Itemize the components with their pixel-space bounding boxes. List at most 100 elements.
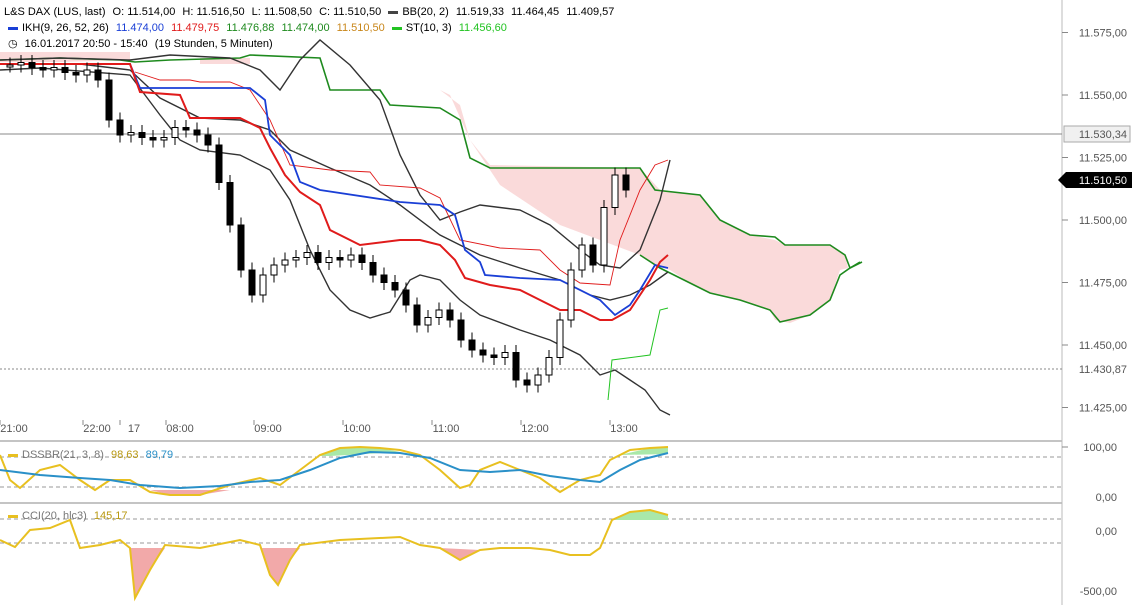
ikh-v3: 11.476,88 xyxy=(226,22,275,34)
time-tick-label: 21:00 xyxy=(0,423,28,435)
time-tick-label: 08:00 xyxy=(166,423,194,435)
candle-body xyxy=(237,224,245,271)
candle-body xyxy=(138,132,146,138)
candle-body xyxy=(325,257,333,263)
chikou-span-line xyxy=(134,71,669,286)
candle-body xyxy=(424,317,432,326)
dssbr-overbought-fill xyxy=(320,448,400,456)
legend-row-1: L&S DAX (LUS, last) O: 11.514,00 H: 11.5… xyxy=(4,6,618,19)
high-marker-label: 11.530,34 xyxy=(1079,129,1127,141)
candle-body xyxy=(61,67,69,73)
high-value: H: 11.516,50 xyxy=(182,6,245,18)
candle-body xyxy=(413,304,421,326)
last-marker-label: 11.510,50 xyxy=(1079,175,1127,187)
legend-row-3: ◷ 16.01.2017 20:50 - 15:40 (19 Stunden, … xyxy=(8,38,277,51)
candle-body xyxy=(6,64,14,68)
clock-icon: ◷ xyxy=(8,38,18,50)
candle-body xyxy=(391,282,399,291)
st-name: ST(10, 3) xyxy=(405,22,452,34)
candle-body xyxy=(336,257,344,261)
candle-body xyxy=(545,357,553,376)
ichimoku-cloud xyxy=(440,90,848,323)
candle-body xyxy=(611,174,619,208)
candle-body xyxy=(94,69,102,81)
price-tick-label: 11.450,00 xyxy=(1079,340,1127,352)
candle-body xyxy=(622,174,630,191)
candle-body xyxy=(380,274,388,283)
cci-legend: CCI(20, hlc3) 145,17 xyxy=(8,510,132,523)
time-tick-label: 11:00 xyxy=(433,423,460,435)
candle-body xyxy=(149,137,157,141)
candle-body xyxy=(479,349,487,356)
candle-body xyxy=(512,352,520,381)
price-tick-label: 11.425,00 xyxy=(1079,403,1127,415)
candle-body xyxy=(314,252,322,263)
candle-body xyxy=(446,309,454,321)
price-tick-label: 11.475,00 xyxy=(1079,278,1127,290)
candle-body xyxy=(193,129,201,136)
ikh-kijun-line xyxy=(0,63,669,317)
dssbr-signal-line xyxy=(0,450,669,490)
candle-body xyxy=(204,134,212,146)
low-marker-label: 11.430,87 xyxy=(1079,364,1127,376)
candle-body xyxy=(457,319,465,341)
price-tick-label: 11.500,00 xyxy=(1079,215,1127,227)
senkou-span-a-line xyxy=(0,54,861,270)
candle-body xyxy=(270,264,278,276)
last-marker-box xyxy=(1058,172,1132,188)
candle-body xyxy=(116,119,124,136)
bb-middle-band xyxy=(0,63,669,301)
st-v1: 11.456,60 xyxy=(458,22,507,34)
dssbr-overbought-fill xyxy=(620,447,668,455)
candle-body xyxy=(589,244,597,266)
candle-body xyxy=(600,207,608,266)
time-tick-label: 17 xyxy=(128,423,140,435)
ikh-v1: 11.474,00 xyxy=(115,22,165,34)
time-tick-label: 09:00 xyxy=(254,423,282,435)
time-tick-label: 10:00 xyxy=(343,423,371,435)
dssbr-name: DSSBR(21, 3, 8) xyxy=(22,449,104,461)
time-tick-label: 13:00 xyxy=(610,423,638,435)
cci-name: CCI(20, hlc3) xyxy=(22,510,87,522)
candle-body xyxy=(50,67,58,71)
candle-body xyxy=(215,144,223,183)
bb-v2: 11.464,45 xyxy=(511,6,560,18)
dssbr-v1: 98,63 xyxy=(110,449,139,461)
candle-body xyxy=(534,374,542,386)
candle-body xyxy=(523,379,531,386)
cci-negative-fill xyxy=(440,548,480,560)
candle-body xyxy=(160,137,168,141)
dssbr-legend: DSSBR(21, 3, 8) 98,63 89,79 xyxy=(8,449,177,462)
dssbr-line xyxy=(0,445,669,496)
ikh-v5: 11.510,50 xyxy=(336,22,385,34)
legend-row-2: IKH(9, 26, 52, 26) 11.474,00 11.479,75 1… xyxy=(8,22,511,35)
bb-v3: 11.409,57 xyxy=(566,6,615,18)
candle-body xyxy=(259,274,267,296)
candle-body xyxy=(303,252,311,258)
candle-body xyxy=(501,352,509,358)
cci-tick-label: 0,00 xyxy=(1096,526,1117,538)
candle-body xyxy=(226,182,234,226)
dssbr-v2: 89,79 xyxy=(145,449,174,461)
time-tick-label: 12:00 xyxy=(521,423,549,435)
candle-body xyxy=(39,67,47,71)
candle-body xyxy=(435,309,443,318)
cci-positive-fill xyxy=(612,510,668,520)
candle-body xyxy=(468,339,476,351)
ikh-name: IKH(9, 26, 52, 26) xyxy=(22,22,109,34)
duration-text: (19 Stunden, 5 Minuten) xyxy=(154,38,273,50)
candle-body xyxy=(171,127,179,138)
supertrend-line xyxy=(607,307,669,401)
cci-v1: 145,17 xyxy=(93,510,128,522)
candle-body xyxy=(248,269,256,296)
chart-title: L&S DAX (LUS, last) xyxy=(4,6,106,18)
dssbr-tick-label: 0,00 xyxy=(1096,492,1117,504)
close-value: C: 11.510,50 xyxy=(319,6,382,18)
candle-body xyxy=(556,319,564,358)
candle-body xyxy=(578,244,586,271)
candle-body xyxy=(105,79,113,121)
cci-line xyxy=(0,508,669,602)
candle-body xyxy=(567,269,575,321)
candle-body xyxy=(83,69,91,76)
